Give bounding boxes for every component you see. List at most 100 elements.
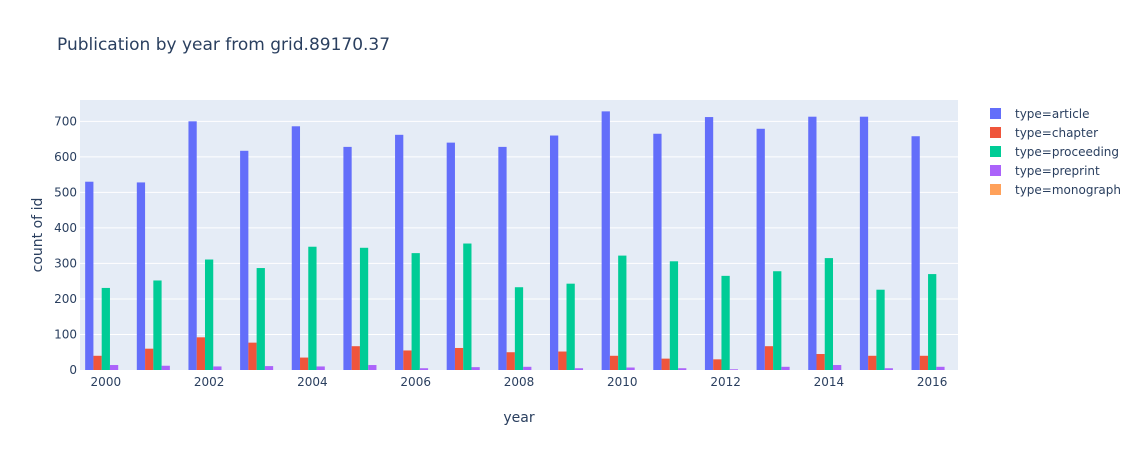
legend[interactable]: type=article type=chapter type=proceeding t… — [990, 107, 1121, 197]
bar-article-2004[interactable] — [292, 126, 300, 370]
y-tick-label: 700 — [54, 114, 77, 128]
legend-item[interactable]: type=proceeding — [990, 145, 1119, 159]
legend-label: type=chapter — [1015, 126, 1098, 140]
bar-article-2003[interactable] — [240, 151, 248, 370]
legend-item[interactable]: type=preprint — [990, 164, 1100, 178]
bar-preprint-2014[interactable] — [833, 365, 841, 370]
bar-preprint-2015[interactable] — [885, 368, 893, 370]
y-tick-label: 300 — [54, 256, 77, 270]
bar-preprint-2001[interactable] — [162, 366, 170, 370]
bar-proceeding-2008[interactable] — [515, 287, 523, 370]
bar-preprint-2002[interactable] — [213, 366, 221, 370]
bar-article-2000[interactable] — [85, 182, 93, 370]
y-tick-label: 400 — [54, 221, 77, 235]
bar-proceeding-2005[interactable] — [360, 248, 368, 370]
bar-chapter-2004[interactable] — [300, 358, 308, 370]
bar-article-2005[interactable] — [343, 147, 351, 370]
y-axis-ticks: 0100200300400500600700 — [54, 114, 77, 377]
x-tick-label: 2008 — [504, 375, 535, 389]
bar-chapter-2009[interactable] — [558, 352, 566, 370]
bar-proceeding-2011[interactable] — [670, 261, 678, 370]
bar-proceeding-2007[interactable] — [463, 244, 471, 370]
legend-label: type=article — [1015, 107, 1090, 121]
bar-proceeding-2012[interactable] — [721, 276, 729, 370]
bar-chapter-2014[interactable] — [816, 354, 824, 370]
bar-chapter-2006[interactable] — [403, 350, 411, 370]
bar-proceeding-2000[interactable] — [102, 288, 110, 370]
legend-swatch — [990, 127, 1001, 138]
y-tick-label: 100 — [54, 327, 77, 341]
x-tick-label: 2016 — [917, 375, 948, 389]
bar-article-2010[interactable] — [602, 111, 610, 370]
bar-proceeding-2003[interactable] — [257, 268, 265, 370]
legend-swatch — [990, 108, 1001, 119]
bar-preprint-2013[interactable] — [781, 367, 789, 370]
bar-chapter-2016[interactable] — [920, 356, 928, 370]
bar-chapter-2011[interactable] — [662, 359, 670, 370]
x-tick-label: 2010 — [607, 375, 638, 389]
bar-chapter-2012[interactable] — [713, 359, 721, 370]
bar-proceeding-2015[interactable] — [876, 290, 884, 370]
x-tick-label: 2004 — [297, 375, 328, 389]
bar-chapter-2000[interactable] — [93, 356, 101, 370]
bar-chapter-2013[interactable] — [765, 346, 773, 370]
bar-article-2013[interactable] — [757, 129, 765, 370]
bar-article-2002[interactable] — [188, 121, 196, 370]
bar-chapter-2007[interactable] — [455, 348, 463, 370]
bar-article-2007[interactable] — [447, 143, 455, 370]
bar-proceeding-2013[interactable] — [773, 271, 781, 370]
legend-item[interactable]: type=article — [990, 107, 1090, 121]
bar-article-2011[interactable] — [653, 134, 661, 370]
bar-chapter-2002[interactable] — [197, 337, 205, 370]
bar-proceeding-2004[interactable] — [308, 247, 316, 370]
bar-article-2015[interactable] — [860, 117, 868, 370]
bar-chapter-2003[interactable] — [248, 343, 256, 370]
bar-preprint-2007[interactable] — [471, 367, 479, 370]
y-tick-label: 500 — [54, 185, 77, 199]
bar-article-2014[interactable] — [808, 117, 816, 370]
bar-preprint-2012[interactable] — [730, 369, 738, 370]
bar-preprint-2011[interactable] — [678, 368, 686, 370]
bar-article-2012[interactable] — [705, 117, 713, 370]
bar-preprint-2008[interactable] — [523, 367, 531, 370]
bar-proceeding-2016[interactable] — [928, 274, 936, 370]
bar-article-2009[interactable] — [550, 136, 558, 370]
x-tick-label: 2000 — [91, 375, 122, 389]
y-tick-label: 600 — [54, 150, 77, 164]
bar-preprint-2016[interactable] — [936, 367, 944, 370]
bar-chapter-2015[interactable] — [868, 356, 876, 370]
bar-article-2001[interactable] — [137, 182, 145, 370]
bar-proceeding-2002[interactable] — [205, 260, 213, 370]
x-axis-ticks: 2000 2002 2004 2006 2008 2010 2012 2014 2016 — [91, 375, 948, 389]
bar-article-2016[interactable] — [912, 136, 920, 370]
bar-preprint-2000[interactable] — [110, 365, 118, 370]
bar-proceeding-2001[interactable] — [153, 280, 161, 370]
bar-article-2008[interactable] — [498, 147, 506, 370]
legend-label: type=monograph — [1015, 183, 1121, 197]
bar-chapter-2010[interactable] — [610, 356, 618, 370]
bar-preprint-2010[interactable] — [626, 368, 634, 370]
bar-proceeding-2010[interactable] — [618, 256, 626, 370]
bar-preprint-2006[interactable] — [420, 368, 428, 370]
y-axis-title: count of id — [30, 198, 46, 273]
x-tick-label: 2014 — [814, 375, 845, 389]
legend-item[interactable]: type=monograph — [990, 183, 1121, 197]
bar-proceeding-2009[interactable] — [567, 284, 575, 370]
bar-preprint-2004[interactable] — [317, 366, 325, 370]
bar-proceeding-2006[interactable] — [412, 253, 420, 370]
legend-item[interactable]: type=chapter — [990, 126, 1098, 140]
bar-preprint-2003[interactable] — [265, 366, 273, 370]
bar-proceeding-2014[interactable] — [825, 258, 833, 370]
x-tick-label: 2012 — [710, 375, 741, 389]
bar-preprint-2009[interactable] — [575, 368, 583, 370]
bar-chapter-2008[interactable] — [507, 352, 515, 370]
bar-chapter-2001[interactable] — [145, 349, 153, 370]
bar-preprint-2005[interactable] — [368, 365, 376, 370]
bar-article-2006[interactable] — [395, 135, 403, 370]
x-tick-label: 2002 — [194, 375, 225, 389]
x-tick-label: 2006 — [400, 375, 431, 389]
bar-chapter-2005[interactable] — [352, 346, 360, 370]
legend-label: type=preprint — [1015, 164, 1100, 178]
legend-swatch — [990, 165, 1001, 176]
